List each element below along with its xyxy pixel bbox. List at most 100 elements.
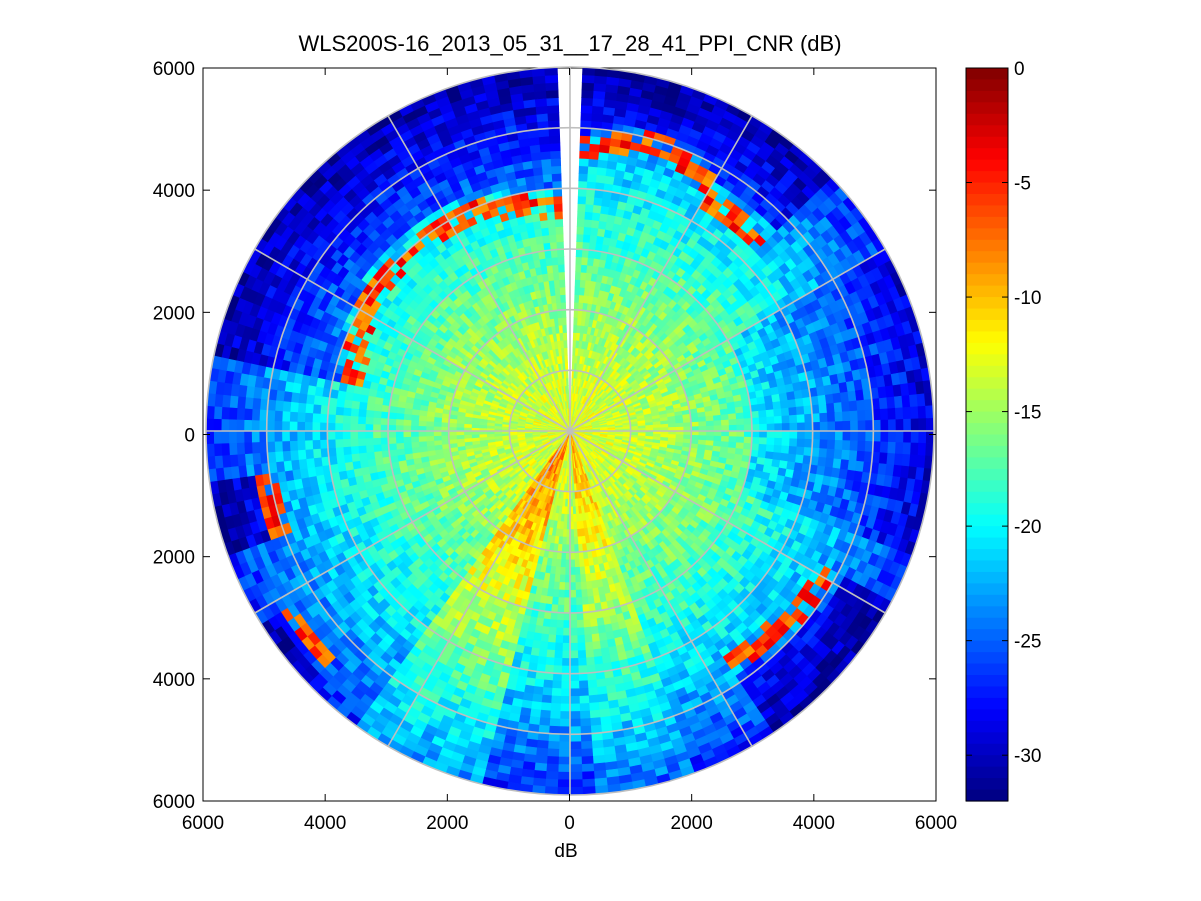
- cnr-cell: [916, 455, 926, 469]
- cnr-cell: [812, 430, 821, 441]
- cnr-cell: [895, 430, 904, 443]
- cnr-cell: [553, 650, 563, 659]
- cnr-cell: [893, 395, 904, 409]
- cnr-cell: [909, 394, 919, 408]
- cnr-cell: [592, 762, 607, 772]
- cnr-cell: [766, 430, 776, 439]
- cnr-cell: [579, 710, 591, 720]
- cnr-cell: [743, 417, 753, 426]
- cnr-cell: [589, 143, 601, 153]
- cnr-cell: [573, 536, 579, 545]
- cnr-cell: [569, 756, 582, 765]
- cnr-cell: [916, 393, 926, 407]
- cnr-cell: [563, 597, 571, 606]
- cnr-cell: [909, 454, 919, 468]
- cnr-cell: [536, 739, 549, 750]
- cnr-cell: [559, 703, 571, 712]
- cnr-cell: [558, 756, 571, 765]
- cnr-cell: [541, 687, 553, 697]
- cnr-cell: [728, 430, 738, 438]
- cnr-cell: [576, 627, 585, 636]
- cnr-cell: [819, 439, 828, 450]
- cnr-cell: [857, 430, 867, 442]
- cnr-cell: [545, 649, 555, 659]
- cnr-cell: [569, 665, 579, 674]
- cnr-cell: [580, 581, 587, 591]
- cnr-cell: [903, 418, 912, 432]
- cnr-cell: [532, 685, 544, 696]
- cnr-cell: [591, 640, 601, 651]
- cnr-cell: [559, 574, 566, 583]
- cnr-cell: [819, 430, 829, 441]
- cnr-cell: [555, 627, 564, 636]
- cnr-cell: [599, 639, 609, 650]
- cnr-cell: [557, 771, 571, 781]
- cnr-cell: [713, 420, 722, 427]
- cnr-cell: [560, 559, 566, 568]
- cnr-cell: [578, 680, 589, 689]
- cnr-cell: [545, 763, 559, 773]
- cnr-cell: [563, 612, 571, 621]
- chart-title: WLS200S-16_2013_05_31__17_28_41_PPI_CNR …: [298, 31, 841, 56]
- cnr-cell: [925, 417, 934, 432]
- cnr-cell: [857, 440, 866, 452]
- cnr-cell: [728, 436, 738, 443]
- cnr-cell: [758, 410, 768, 419]
- cnr-cell: [865, 430, 874, 442]
- cnr-cell: [539, 709, 551, 719]
- cnr-cell: [758, 416, 768, 425]
- cnr-cell: [575, 589, 582, 599]
- cnr-cell: [579, 703, 590, 712]
- cnr-cell: [569, 741, 582, 750]
- cnr-cell: [578, 551, 584, 560]
- cnr-cell: [826, 412, 836, 423]
- cnr-cell: [778, 392, 789, 402]
- cnr-cell: [886, 452, 896, 466]
- cnr-cell: [569, 650, 579, 659]
- cnr-cell: [551, 680, 562, 689]
- cnr-cell: [736, 424, 745, 432]
- cnr-cell: [824, 393, 835, 405]
- cnr-cell: [735, 412, 745, 420]
- cnr-cell: [794, 397, 805, 408]
- cnr-cell: [811, 439, 821, 449]
- cnr-cell: [713, 435, 722, 442]
- cnr-cell: [698, 421, 707, 427]
- cnr-cell: [773, 437, 783, 447]
- cnr-cell: [569, 718, 581, 728]
- cnr-cell: [734, 406, 744, 414]
- cnr-cell: [562, 620, 571, 629]
- cnr-cell: [758, 437, 768, 446]
- cnr-cell: [587, 679, 598, 689]
- cnr-cell: [545, 656, 555, 666]
- cnr-cell: [557, 764, 571, 773]
- cnr-cell: [796, 414, 806, 424]
- cnr-cell: [559, 726, 571, 735]
- cnr-cell: [827, 421, 836, 432]
- cnr-cell: [781, 423, 791, 432]
- cnr-cell: [577, 657, 587, 667]
- cnr-cell: [856, 450, 866, 463]
- cnr-cell: [728, 419, 738, 426]
- cnr-cell: [596, 166, 608, 177]
- cnr-cell: [910, 442, 919, 456]
- cnr-cell: [580, 112, 593, 122]
- cnr-cell: [569, 749, 582, 758]
- cnr-cell: [842, 420, 851, 432]
- cnr-cell: [841, 449, 851, 461]
- cnr-cell: [842, 430, 851, 442]
- cnr-cell: [771, 393, 781, 403]
- cnr-cell: [554, 642, 563, 652]
- cnr-cell: [581, 89, 595, 99]
- cnr-cell: [789, 422, 798, 432]
- cnr-cell: [561, 650, 571, 659]
- cnr-cell: [827, 430, 836, 441]
- cnr-cell: [549, 718, 561, 727]
- cnr-cell: [903, 430, 912, 444]
- cnr-cell: [598, 632, 608, 642]
- cnr-cell: [559, 718, 571, 728]
- cnr-cell: [849, 410, 859, 422]
- cnr-cell: [558, 581, 566, 591]
- cnr-cell: [574, 286, 581, 296]
- cnr-cell: [705, 435, 715, 442]
